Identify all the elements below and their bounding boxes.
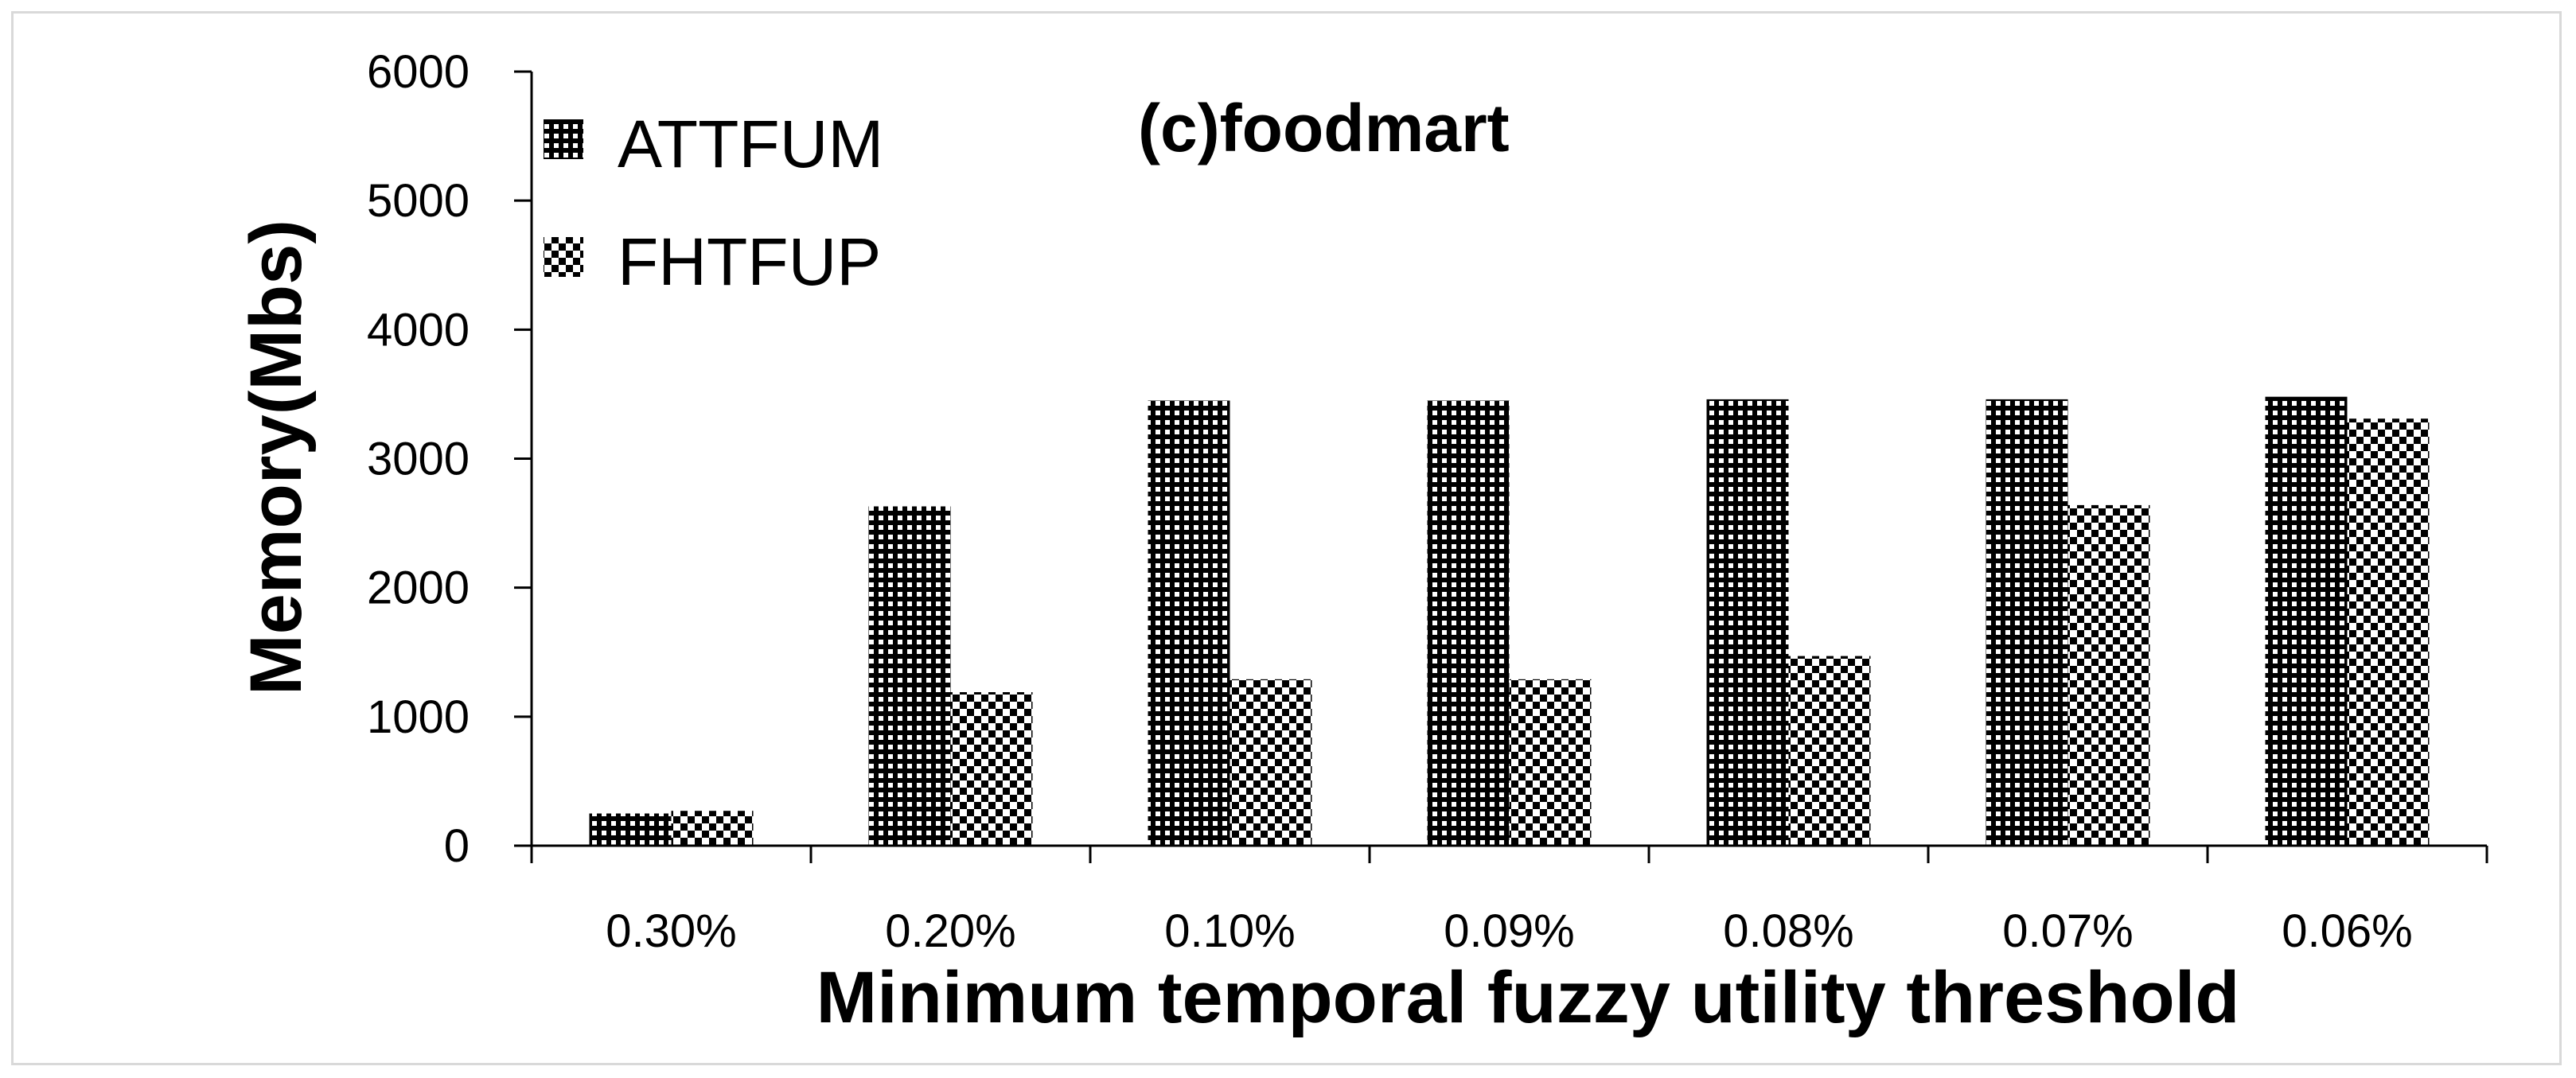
y-axis-title: Memory(Mbs) [236,220,317,695]
chart-title: (c)foodmart [1138,91,1510,165]
x-tick-label-6: 0.06% [2282,905,2412,957]
bar-fhtfup-2 [1230,679,1312,846]
bar-fhtfup-4 [1788,656,1871,846]
y-tick-label-0: 0 [444,820,470,872]
y-tick-label-4: 4000 [367,304,470,356]
y-tick-label-2: 2000 [367,562,470,614]
x-tick-label-0: 0.30% [606,905,736,957]
bar-fhtfup-1 [950,692,1033,846]
legend-swatch-attfum [544,119,583,159]
x-tick-label-5: 0.07% [2002,905,2133,957]
legend-label-fhtfup: FHTFUP [618,224,881,299]
legend: ATTFUM FHTFUP [544,107,883,299]
x-tick-label-2: 0.10% [1164,905,1295,957]
y-tick-label-6: 6000 [367,46,470,98]
x-axis: 0.30% 0.20% 0.10% 0.09% 0.08% 0.07% 0.06% [530,844,2488,957]
bar-fhtfup-0 [671,811,754,846]
bar-attfum-3 [1427,400,1510,846]
bar-attfum-1 [868,506,951,846]
bar-attfum-5 [1986,399,2068,846]
bar-attfum-0 [589,813,672,846]
y-tick-label-5: 5000 [367,175,470,227]
y-axis: 0 1000 2000 3000 4000 5000 6000 [367,46,533,872]
bar-fhtfup-6 [2347,418,2430,846]
legend-label-attfum: ATTFUM [618,107,883,181]
bar-attfum-2 [1148,400,1230,846]
x-tick-label-4: 0.08% [1723,905,1853,957]
x-tick-label-1: 0.20% [885,905,1015,957]
y-tick-label-1: 1000 [367,691,470,743]
y-tick-label-3: 3000 [367,434,470,485]
bar-attfum-4 [1706,399,1789,846]
x-axis-title: Minimum temporal fuzzy utility threshold [816,957,2240,1038]
bar-fhtfup-3 [1509,679,1592,846]
bar-attfum-6 [2265,396,2348,846]
bars-layer [589,396,2430,846]
legend-swatch-fhtfup [544,237,583,277]
bar-fhtfup-5 [2067,504,2150,846]
x-tick-label-3: 0.09% [1444,905,1574,957]
